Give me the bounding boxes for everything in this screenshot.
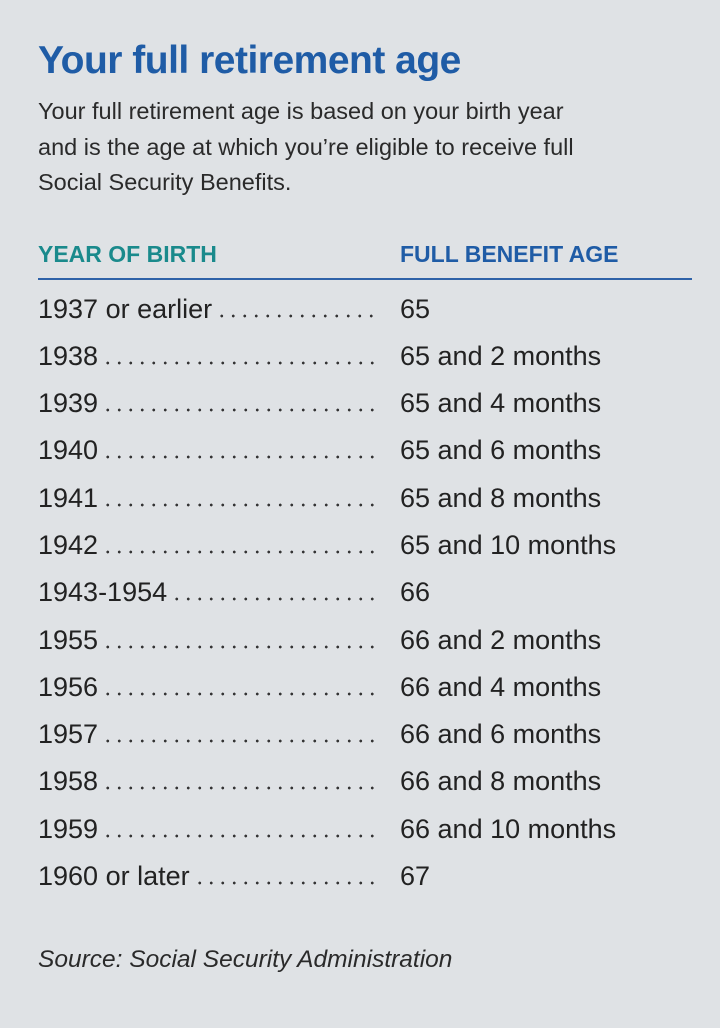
table-row: 1937 or earlier 65 xyxy=(38,294,690,341)
year-cell: 1940 xyxy=(38,435,378,466)
year-of-birth: 1958 xyxy=(38,766,99,797)
description-line: Your full retirement age is based on you… xyxy=(38,98,564,124)
description-line: Social Security Benefits. xyxy=(38,169,292,195)
table-row: 1957 66 and 6 months xyxy=(38,719,690,766)
year-of-birth: 1942 xyxy=(38,529,99,560)
year-of-birth: 1939 xyxy=(38,388,99,419)
full-benefit-age: 65 and 8 months xyxy=(400,482,602,513)
year-of-birth: 1960 or later xyxy=(38,861,190,892)
year-of-birth: 1943-1954 xyxy=(38,577,168,608)
dot-leader xyxy=(102,408,378,413)
full-benefit-age: 67 xyxy=(400,861,431,892)
dot-leader xyxy=(102,502,378,507)
table-row: 1939 65 and 4 months xyxy=(38,388,690,435)
year-cell: 1957 xyxy=(38,719,378,750)
table-header: YEAR OF BIRTH FULL BENEFIT AGE xyxy=(38,241,692,280)
table-body: 1937 or earlier 65 1938 65 and 2 months 1939… xyxy=(38,294,690,909)
year-cell: 1941 xyxy=(38,483,378,514)
table-row: 1955 66 and 2 months xyxy=(38,625,690,672)
dot-leader xyxy=(102,786,378,791)
full-benefit-age: 66 and 10 months xyxy=(400,813,617,844)
description: Your full retirement age is based on you… xyxy=(38,94,690,201)
full-benefit-age: 66 and 2 months xyxy=(400,624,602,655)
year-cell: 1938 xyxy=(38,341,378,372)
dot-leader xyxy=(102,455,378,460)
year-cell: 1942 xyxy=(38,530,378,561)
year-cell: 1960 or later xyxy=(38,861,378,892)
column-header: FULL BENEFIT AGE xyxy=(400,240,619,267)
year-of-birth: 1938 xyxy=(38,340,99,371)
year-cell: 1955 xyxy=(38,625,378,656)
year-of-birth: 1956 xyxy=(38,671,99,702)
table-row: 1938 65 and 2 months xyxy=(38,341,690,388)
table-row: 1940 65 and 6 months xyxy=(38,435,690,482)
full-benefit-age: 65 xyxy=(400,293,431,324)
full-benefit-age: 66 and 4 months xyxy=(400,671,602,702)
dot-leader xyxy=(216,313,378,318)
year-of-birth: 1955 xyxy=(38,624,99,655)
dot-leader xyxy=(102,739,378,744)
full-benefit-age: 65 and 6 months xyxy=(400,435,602,466)
dot-leader xyxy=(193,881,378,886)
title: Your full retirement age xyxy=(38,39,461,82)
year-cell: 1943-1954 xyxy=(38,577,378,608)
full-benefit-age: 65 and 2 months xyxy=(400,340,602,371)
dot-leader xyxy=(102,833,378,838)
full-benefit-age: 65 and 10 months xyxy=(400,529,617,560)
full-benefit-age: 66 and 8 months xyxy=(400,766,602,797)
table-row: 1960 or later 67 xyxy=(38,861,690,908)
year-cell: 1937 or earlier xyxy=(38,294,378,325)
full-benefit-age: 66 xyxy=(400,577,431,608)
column-header: YEAR OF BIRTH xyxy=(38,240,217,267)
source: Source: Social Security Administration xyxy=(38,946,453,973)
full-benefit-age: 66 and 6 months xyxy=(400,719,602,750)
dot-leader xyxy=(102,644,378,649)
dot-leader xyxy=(102,549,378,554)
table-row: 1959 66 and 10 months xyxy=(38,814,690,861)
year-of-birth: 1957 xyxy=(38,719,99,750)
year-cell: 1958 xyxy=(38,766,378,797)
year-cell: 1959 xyxy=(38,814,378,845)
year-of-birth: 1941 xyxy=(38,482,99,513)
full-benefit-age: 65 and 4 months xyxy=(400,388,602,419)
dot-leader xyxy=(102,691,378,696)
dot-leader xyxy=(102,360,378,365)
description-line: and is the age at which you’re eligible … xyxy=(38,133,574,160)
year-cell: 1939 xyxy=(38,388,378,419)
table-row: 1942 65 and 10 months xyxy=(38,530,690,577)
table-row: 1958 66 and 8 months xyxy=(38,766,690,813)
year-cell: 1956 xyxy=(38,672,378,703)
year-of-birth: 1959 xyxy=(38,813,99,844)
table-row: 1943-1954 66 xyxy=(38,577,690,624)
table-row: 1941 65 and 8 months xyxy=(38,483,690,530)
year-of-birth: 1940 xyxy=(38,435,99,466)
table-row: 1956 66 and 4 months xyxy=(38,672,690,719)
year-of-birth: 1937 or earlier xyxy=(38,293,213,324)
dot-leader xyxy=(171,597,378,602)
